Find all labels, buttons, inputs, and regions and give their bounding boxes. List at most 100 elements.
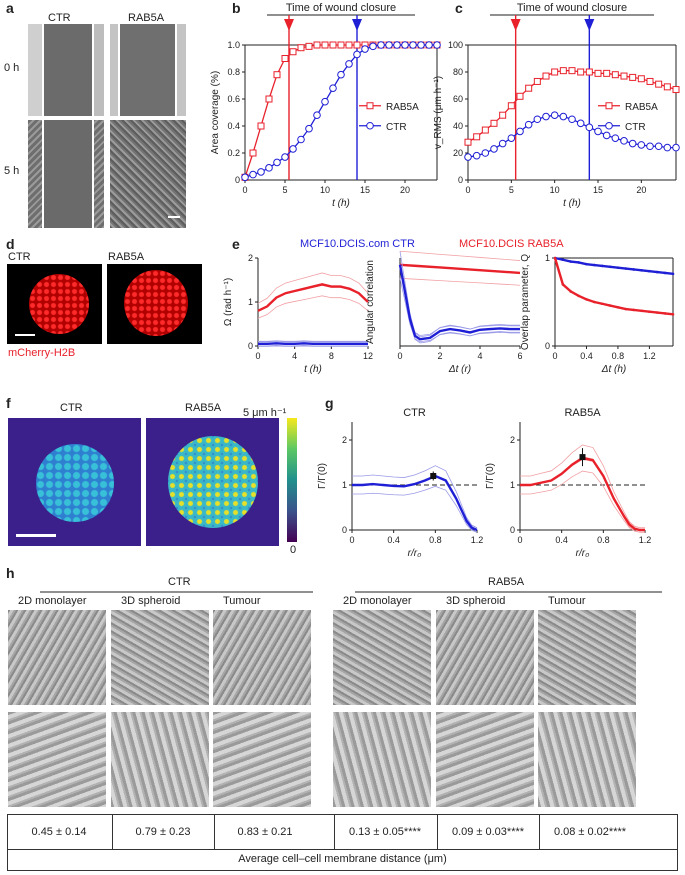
y-tick-label: 2 [342, 435, 347, 445]
em-image-overview [8, 610, 106, 705]
x-axis-label: Δt (h) [601, 364, 627, 375]
velocity-map-rab5a [146, 418, 279, 546]
panel-e-legend-ctr: MCF10.DCIS.com CTR [300, 238, 415, 250]
data-point-circle [377, 41, 385, 49]
errorbar-marker [430, 473, 437, 479]
micrograph-rab5a-0h [110, 24, 186, 116]
data-point-circle [464, 153, 472, 161]
panel-h-group-rab5a: RAB5A [488, 576, 525, 588]
panel-a-col-rab5a: RAB5A [128, 12, 165, 24]
table-cell-value: 0.45 ± 0.14 [31, 826, 87, 838]
table-cell-value: 0.83 ± 0.21 [214, 815, 315, 849]
series-line-ctr [554, 256, 674, 276]
x-tick-label: 1.2 [471, 535, 484, 545]
data-point-square [507, 102, 515, 110]
data-point-circle [409, 41, 417, 49]
panel-a-row-0h: 0 h [4, 62, 20, 74]
x-tick-label: 0 [242, 185, 247, 195]
em-image-zoom [436, 712, 534, 807]
x-tick-label: 0.8 [612, 351, 625, 361]
data-point-square [620, 72, 628, 80]
data-point-square [542, 72, 550, 80]
data-point-circle [524, 120, 533, 129]
x-tick-label: 0.8 [429, 535, 442, 545]
colorbar-max-label: 5 μm h⁻¹ [243, 407, 287, 419]
data-point-dot [553, 256, 557, 260]
series-line-rab5a [399, 263, 521, 275]
data-point-circle [353, 50, 361, 59]
chart-title: RAB5A [564, 407, 601, 419]
data-point-dot [663, 312, 667, 315]
data-point-square [273, 71, 281, 79]
chart-title: CTR [403, 407, 426, 419]
data-point-circle [594, 127, 602, 136]
y-tick-label: 2 [510, 435, 515, 445]
data-point-square [646, 77, 654, 85]
data-point-square [257, 122, 265, 130]
data-point-dot [663, 271, 667, 275]
replicate-line [399, 251, 520, 338]
data-point-square [525, 84, 533, 92]
data-point-circle [369, 42, 377, 51]
data-point-dot [561, 283, 565, 286]
x-axis-label: r/r₀ [576, 548, 590, 559]
em-image-zoom [333, 712, 431, 807]
legend-label: CTR [386, 122, 407, 133]
data-point-square [559, 67, 567, 75]
data-point-circle [329, 84, 337, 92]
data-point-circle [337, 70, 345, 79]
data-point-dot [585, 298, 588, 301]
wound-closure-arrow [510, 19, 521, 31]
data-point-dot [632, 268, 635, 271]
x-tick-label: 0 [517, 535, 522, 545]
y-tick-label: 0.2 [227, 148, 240, 158]
data-point-circle [417, 41, 425, 49]
table-cell-value: 0.09 ± 0.03**** [437, 815, 538, 849]
wound-closure-arrow [284, 19, 294, 31]
data-point-circle [289, 145, 297, 153]
data-point-dot [671, 272, 675, 276]
data-point-square [637, 75, 645, 83]
x-tick-label: 10 [550, 185, 560, 195]
em-image-overview [111, 610, 209, 705]
data-point-square [305, 42, 313, 50]
x-tick-label: 0.4 [580, 351, 593, 361]
data-point-dot [577, 261, 580, 264]
data-point-dot [600, 302, 604, 306]
data-point-dot [632, 308, 635, 312]
data-point-square [481, 126, 489, 134]
panel-letter-c: c [455, 0, 463, 16]
data-point-circle [620, 137, 628, 145]
em-image-overview [213, 610, 311, 705]
x-tick-label: 2 [437, 351, 442, 361]
em-image-zoom [8, 712, 106, 807]
data-point-circle [313, 111, 321, 119]
x-tick-label: 0 [552, 351, 557, 361]
replicate-line [257, 295, 369, 319]
data-point-square [289, 48, 297, 56]
data-point-square [516, 92, 524, 100]
panel-d-col-ctr: CTR [8, 251, 31, 263]
data-point-circle [490, 145, 498, 153]
x-axis-label: r/r₀ [408, 548, 422, 559]
membrane-distance-table: 0.45 ± 0.14 0.79 ± 0.23 0.83 ± 0.21 0.13 ± … [7, 814, 678, 871]
legend-marker [605, 102, 613, 110]
data-point-circle [672, 143, 680, 152]
y-tick-label: 0 [235, 175, 240, 185]
y-tick-label: 80 [453, 67, 463, 77]
x-axis-label: t (h) [304, 364, 322, 375]
legend-label: CTR [625, 122, 646, 133]
data-point-square [265, 95, 273, 103]
data-point-square [353, 41, 361, 49]
data-point-square [473, 133, 481, 141]
data-point-circle [611, 134, 620, 142]
data-point-dot [624, 267, 628, 270]
data-point-circle [385, 41, 393, 49]
data-point-dot [648, 269, 651, 273]
data-point-dot [640, 309, 643, 313]
panel-letter-e: e [232, 236, 240, 252]
x-tick-label: 4 [292, 351, 297, 361]
y-tick-label: 0.4 [227, 121, 240, 131]
data-point-circle [568, 115, 576, 124]
